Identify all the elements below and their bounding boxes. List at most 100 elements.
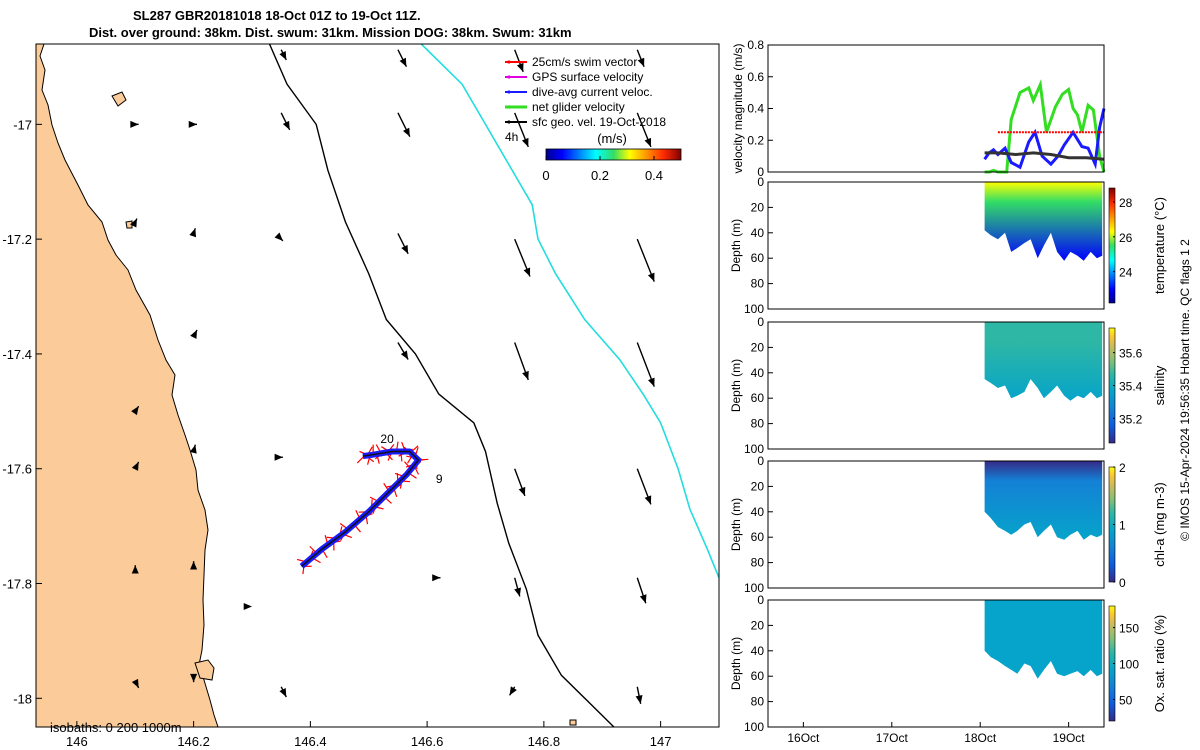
section-axes-frame [767,599,1105,728]
section-ylabel: Depth (m) [729,359,743,412]
map-axes-frame [35,43,720,728]
y-tick-label: 60 [751,391,765,405]
geostrophic-vector-arrow [279,49,287,61]
geostrophic-vector-arrow [636,577,647,604]
y-tick-label: 80 [751,417,765,431]
legend-arrow [505,105,527,109]
geostrophic-vector-arrow [635,686,643,704]
y-tick-label: 60 [751,669,765,683]
y-tick-label: 80 [751,695,765,709]
x-tick-label: 146.4 [294,734,327,749]
colorbar-tick-label: 0 [542,168,549,183]
geostrophic-vector-arrow [514,342,529,381]
geostrophic-vector-arrow [189,228,197,238]
track-label: 20 [380,432,394,446]
x-tick-label: 17Oct [876,731,909,745]
y-tick-label: -17 [13,117,32,132]
geostrophic-vector-arrow [397,49,408,68]
geostrophic-vector-arrow [636,342,655,387]
y-tick-label: 0.4 [747,102,764,116]
legend-label: 25cm/s swim vector [532,55,637,69]
y-tick-label: 60 [751,251,765,265]
geostrophic-vector-arrow [190,673,198,683]
credit-text: © IMOS 15-Apr-2024 19:56:35 Hobart time.… [1178,239,1192,541]
geostrophic-vector-arrow [280,112,291,131]
legend-arrow [505,90,527,94]
section-panel: 0 20 40 60 80 100 Depth (m) 35.2 35.4 35.6 salinit… [729,315,1167,456]
y-tick-label: 100 [744,442,764,456]
geostrophic-vector-arrow [279,686,287,698]
geostrophic-vector-arrow [131,461,140,471]
y-tick-label: 0 [757,593,764,607]
x-tick-label: 16Oct [787,731,820,745]
coastline-land [36,44,219,727]
section-data-fill [984,461,1103,540]
section-ylabel: Depth (m) [729,219,743,272]
legend-arrow [505,75,527,79]
geostrophic-vector-arrow [636,468,652,505]
y-tick-label: 20 [751,479,765,493]
x-tick-label: 147 [650,734,672,749]
y-tick-label: 60 [751,530,765,544]
section-axes-frame [767,460,1105,589]
colorbar-tick-label: 35.4 [1119,380,1143,394]
geostrophic-vector-arrow [130,120,139,128]
legend-arrow [505,60,527,64]
geostrophic-vector-arrow [636,49,645,67]
geostrophic-vector-arrow [190,561,198,570]
title-line-1: SL287 GBR20181018 18-Oct 01Z to 19-Oct 1… [133,8,421,23]
geostrophic-vector-arrow [188,120,198,128]
y-tick-label: 40 [751,644,765,658]
colorbar-tick-label: 28 [1119,196,1133,210]
geostrophic-vector-arrow [131,678,140,689]
section-axes-frame [767,321,1105,450]
y-tick-label: 100 [744,302,764,316]
colorbar-tick-label: 1 [1119,519,1126,533]
section-colorbar [1108,187,1116,304]
geostrophic-vector-arrow [636,112,652,148]
y-tick-label: 20 [751,340,765,354]
geostrophic-vector-arrow [190,329,198,339]
y-tick-label: 0.2 [747,133,764,147]
geostrophic-vector-arrow [514,49,524,73]
legend-arrow [505,120,527,124]
section-data-fill [984,600,1103,679]
colorbar-tick-label: 35.6 [1119,347,1143,361]
geostrophic-vector-arrow [131,565,139,574]
section-ylabel: Depth (m) [729,498,743,551]
geostrophic-vector-arrow [243,602,252,610]
colorbar-title: chl-a (mg m-3) [1152,482,1167,567]
y-tick-label: 100 [744,581,764,595]
geostrophic-vector-arrow [514,468,526,497]
legend-label: net glider velocity [532,100,625,114]
island [194,659,215,681]
x-tick-label: 146.2 [177,734,210,749]
x-tick-label: 146 [66,734,88,749]
section-axes-frame [767,181,1105,310]
y-tick-label: 0 [757,175,764,189]
geostrophic-vector-arrow [131,405,140,416]
y-tick-label: 40 [751,366,765,380]
colorbar-tick-label: 26 [1119,231,1133,245]
colorbar-tick-label: 0.2 [591,168,609,183]
geostrophic-vector-arrow [514,238,531,277]
legend-label: dive-avg current veloc. [532,85,653,99]
y-tick-label: -18 [13,691,32,706]
x-tick-label: 18Oct [964,731,997,745]
geostrophic-vector-arrow [189,444,197,454]
colorbar-tick-label: 50 [1119,693,1133,707]
y-tick-label: -17.4 [2,347,32,362]
colorbar-title: Ox. sat. ratio (%) [1152,615,1167,713]
colorbar-tick-label: 0.4 [645,168,663,183]
geostrophic-vector-arrow [636,238,655,282]
colorbar-tick-label: 0 [1119,576,1126,590]
colorbar-label: (m/s) [597,131,627,146]
geostrophic-vector-arrow [397,233,409,255]
glider-path [301,450,420,567]
title-line-2: Dist. over ground: 38km. Dist. swum: 31k… [89,25,572,40]
legend-scale-label: 4h [505,130,518,144]
x-tick-label: 146.6 [411,734,444,749]
island [569,719,577,726]
isobaths-label: isobaths: 0 200 1000m [50,720,182,735]
